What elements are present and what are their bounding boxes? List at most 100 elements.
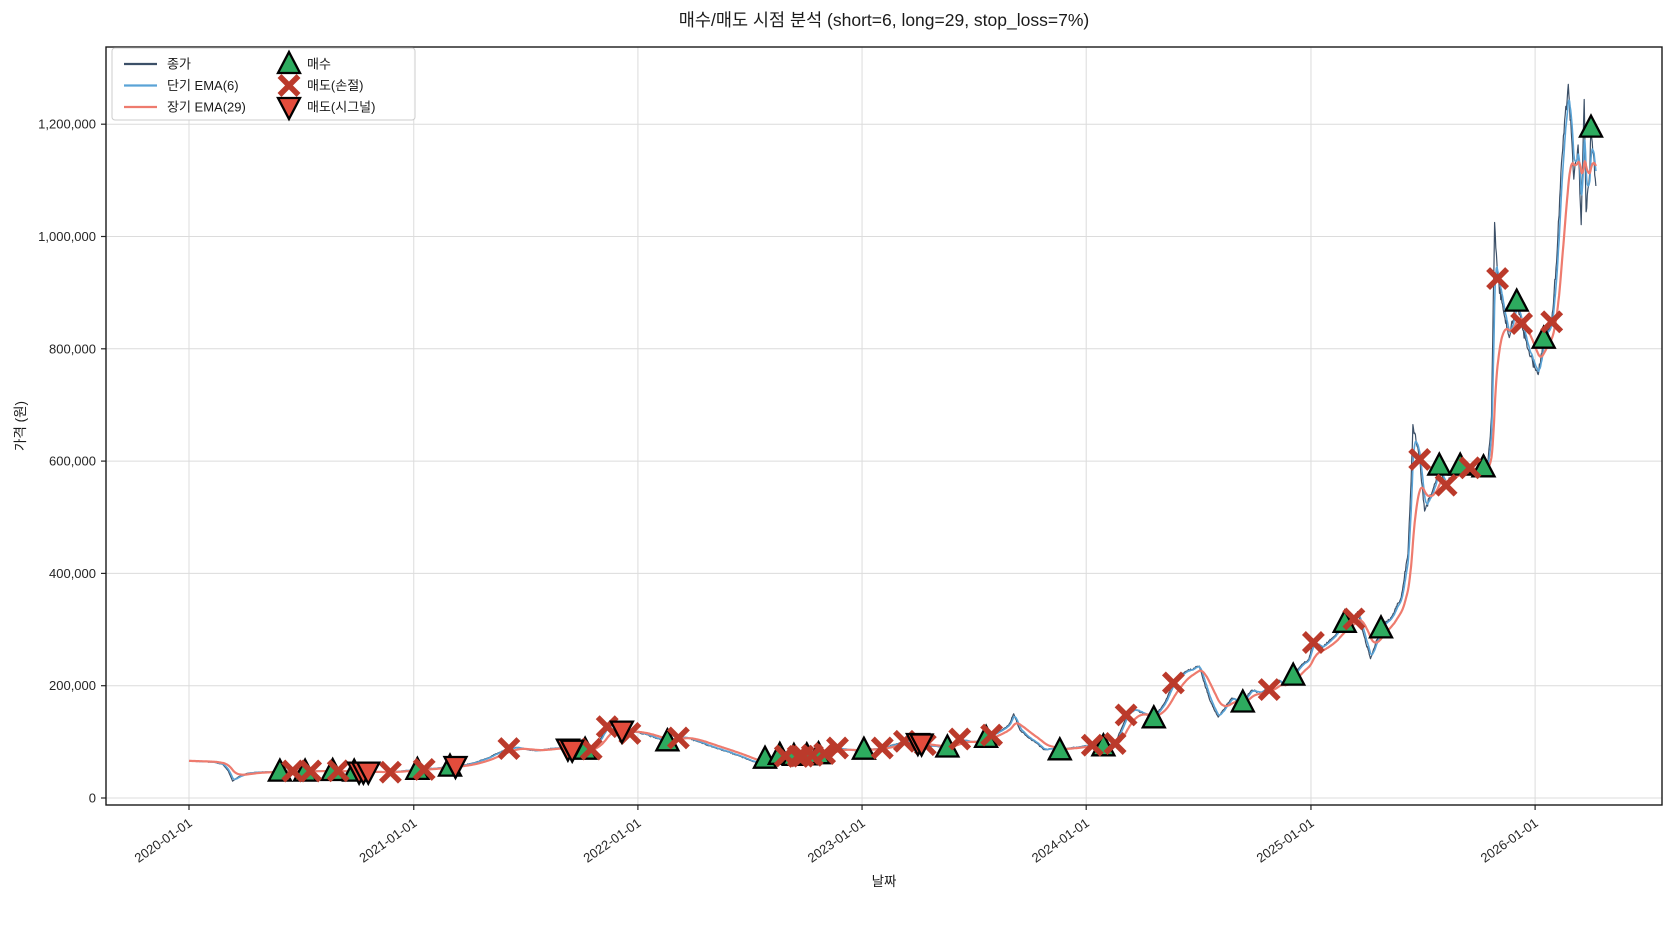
long-ema-line — [188, 160, 1597, 776]
sell-stop-marker — [980, 723, 1004, 747]
buy-marker — [1530, 324, 1557, 349]
sell-stop-marker — [813, 742, 837, 766]
sell-signal-marker-glyph — [276, 96, 302, 122]
sell-stop-marker-glyph — [1342, 607, 1366, 631]
close-line — [188, 83, 1597, 782]
sell-stop-marker-glyph — [1080, 733, 1104, 757]
sell-stop-marker-glyph — [281, 759, 305, 783]
legend-item-long-ema: 장기 EMA(29) — [124, 100, 246, 115]
sell-signal-marker-glyph — [442, 755, 469, 781]
sell-stop-marker — [1342, 607, 1366, 631]
buy-marker — [1280, 661, 1307, 686]
y-tick-label: 400,000 — [49, 566, 96, 581]
buy-marker — [1140, 703, 1167, 729]
sell-stop-marker — [281, 759, 305, 783]
sell-stop-marker — [1301, 631, 1325, 654]
sell-stop-marker-glyph — [980, 723, 1004, 747]
x-tick-label: 2021-01-01 — [356, 815, 419, 865]
legend-label: 단기 EMA(6) — [167, 78, 239, 93]
sell-stop-marker — [579, 737, 603, 761]
sell-stop-marker-glyph — [1161, 671, 1185, 695]
sell-stop-marker — [826, 736, 849, 760]
sell-stop-marker — [1103, 732, 1127, 755]
chart-title: 매수/매도 시점 분석 (short=6, long=29, stop_loss… — [679, 10, 1089, 31]
sell-stop-marker-glyph — [378, 760, 402, 784]
sell-stop-marker — [870, 736, 894, 760]
legend-box — [111, 47, 416, 121]
y-tick-label: 1,200,000 — [38, 117, 96, 132]
y-axis-label: 가격 (원) — [13, 401, 28, 451]
x-tick-label: 2025-01-01 — [1254, 815, 1317, 865]
sell-stop-marker-glyph — [412, 757, 436, 781]
sell-signal-marker — [608, 720, 635, 746]
sell-signal-marker — [908, 733, 935, 758]
legend-label: 장기 EMA(29) — [167, 100, 246, 115]
legend-label: 매수 — [307, 57, 331, 72]
legend-item-buy: 매수 — [276, 49, 331, 75]
buy-marker — [1578, 113, 1604, 138]
y-tick-label: 200,000 — [49, 678, 96, 693]
sell-stop-marker — [595, 715, 619, 739]
x-tick-label: 2024-01-01 — [1029, 815, 1092, 865]
sell-signal-marker — [442, 755, 469, 781]
legend-label: 매도(손절) — [307, 78, 364, 93]
buy-marker-glyph — [1426, 451, 1453, 476]
sell-stop-marker-glyph — [1301, 631, 1325, 654]
sell-stop-marker — [1408, 447, 1432, 471]
sell-signal-marker-glyph — [608, 720, 635, 746]
buy-marker-glyph — [1368, 613, 1394, 639]
x-tick-label: 2020-01-01 — [132, 815, 195, 865]
buy-marker-glyph — [1578, 113, 1604, 138]
y-tick-label: 600,000 — [49, 454, 96, 469]
sell-signal-marker-glyph — [355, 761, 382, 787]
sell-stop-marker — [666, 726, 690, 750]
sell-stop-marker — [412, 757, 436, 781]
grid-layer — [106, 47, 1662, 805]
sell-stop-marker — [1458, 456, 1482, 480]
plot-border — [105, 46, 1663, 806]
sell-stop-marker-glyph — [595, 715, 619, 739]
legend-item-close: 종가 — [124, 57, 191, 72]
sell-stop-marker-glyph — [1408, 447, 1432, 471]
sell-stop-marker-glyph — [826, 736, 849, 760]
buy-marker — [1426, 451, 1453, 476]
sell-signal-marker-glyph — [559, 739, 586, 765]
legend-marker — [277, 74, 301, 97]
sell-stop-marker — [948, 727, 972, 751]
legend-item-sell-stop: 매도(손절) — [277, 74, 364, 97]
y-tick-label: 1,000,000 — [38, 229, 96, 244]
sell-stop-marker-glyph — [948, 727, 972, 751]
series-layer — [188, 83, 1597, 782]
sell-stop-marker-glyph — [1540, 310, 1564, 334]
short-ema-line — [188, 99, 1597, 781]
legend-label: 종가 — [167, 57, 191, 72]
sell-stop-marker-glyph — [277, 74, 301, 97]
legend-label: 매도(시그널) — [307, 100, 375, 115]
legend-item-sell-signal: 매도(시그널) — [276, 96, 375, 122]
x-tick-label: 2022-01-01 — [581, 815, 644, 865]
sell-stop-marker — [1434, 473, 1458, 497]
sell-stop-marker — [299, 759, 323, 783]
sell-stop-marker-glyph — [579, 737, 603, 761]
buy-marker — [1046, 735, 1073, 761]
sell-stop-marker-glyph — [1510, 312, 1534, 335]
sell-stop-marker — [1114, 703, 1138, 727]
buy-marker-glyph — [1140, 703, 1167, 729]
y-tick-label: 800,000 — [49, 341, 96, 356]
buy-marker-glyph — [1280, 661, 1307, 686]
buy-marker-glyph — [1229, 688, 1256, 713]
sell-stop-marker — [1486, 267, 1510, 291]
x-tick-label: 2023-01-01 — [805, 815, 868, 865]
buy-marker-glyph — [1503, 287, 1530, 312]
sell-stop-marker-glyph — [1458, 456, 1482, 480]
sell-stop-marker-glyph — [1114, 703, 1138, 727]
buy-marker — [850, 735, 877, 760]
buy-marker-glyph — [1530, 324, 1557, 349]
x-axis-label: 날짜 — [872, 874, 897, 889]
sell-stop-marker — [1257, 678, 1281, 702]
sell-stop-marker-glyph — [1257, 678, 1281, 702]
buy-marker-glyph — [1470, 452, 1497, 478]
legend-item-short-ema: 단기 EMA(6) — [124, 78, 239, 93]
sell-stop-marker — [1510, 312, 1534, 335]
